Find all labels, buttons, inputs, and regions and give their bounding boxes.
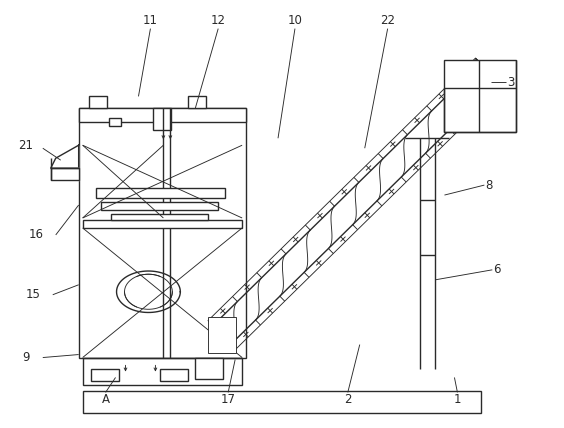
- Text: 17: 17: [221, 393, 236, 406]
- Text: 15: 15: [25, 288, 40, 301]
- Text: 1: 1: [453, 393, 461, 406]
- Text: 10: 10: [288, 14, 302, 27]
- Bar: [108, 118, 121, 126]
- Bar: [160, 369, 188, 381]
- Polygon shape: [51, 168, 78, 180]
- Text: 9: 9: [22, 351, 29, 364]
- Text: 12: 12: [211, 14, 226, 27]
- Bar: [83, 392, 481, 413]
- Bar: [96, 188, 225, 198]
- Text: 8: 8: [486, 178, 493, 192]
- Bar: [195, 357, 223, 380]
- Text: 22: 22: [380, 14, 395, 27]
- Polygon shape: [51, 145, 78, 168]
- Text: 16: 16: [28, 229, 43, 241]
- Text: 11: 11: [143, 14, 158, 27]
- Text: 6: 6: [494, 263, 501, 276]
- Bar: [111, 214, 208, 220]
- Bar: [208, 317, 236, 353]
- Bar: [78, 108, 246, 357]
- Bar: [444, 60, 516, 132]
- Text: 21: 21: [19, 139, 33, 152]
- Text: A: A: [102, 393, 109, 406]
- Bar: [89, 96, 107, 108]
- Bar: [188, 96, 206, 108]
- Bar: [78, 108, 246, 122]
- Bar: [100, 202, 218, 210]
- Bar: [91, 369, 118, 381]
- Bar: [153, 108, 171, 130]
- Bar: [83, 220, 242, 228]
- Text: 3: 3: [508, 76, 515, 89]
- Bar: [83, 357, 242, 386]
- Text: 2: 2: [344, 393, 351, 406]
